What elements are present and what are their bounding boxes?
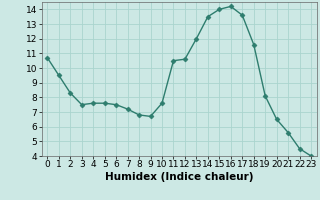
X-axis label: Humidex (Indice chaleur): Humidex (Indice chaleur): [105, 172, 253, 182]
